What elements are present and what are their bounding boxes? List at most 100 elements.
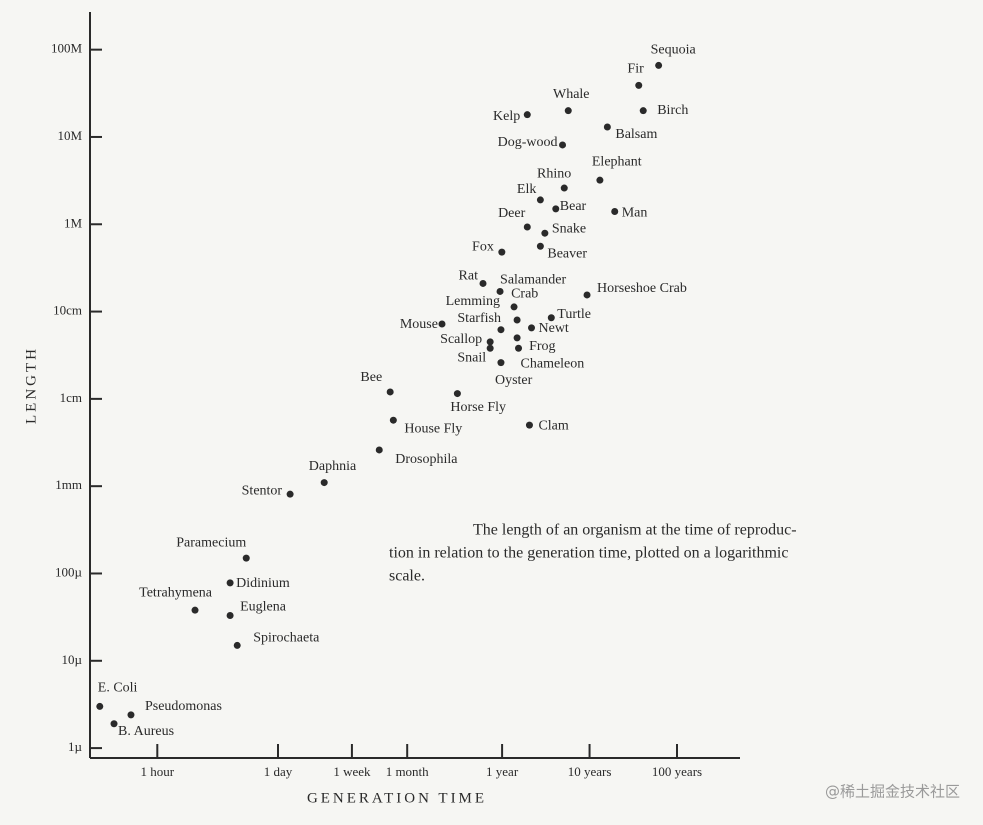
x-tick-label: 1 month [386,764,429,779]
point-label: E. Coli [98,681,138,696]
y-tick-label: 1µ [68,739,83,754]
point [564,107,572,115]
point-label: Clam [538,418,568,433]
point [536,196,544,204]
point [479,279,487,287]
point [583,291,591,299]
point-label: Mouse [400,317,438,332]
point-label: Kelp [493,109,520,124]
point-label: Balsam [615,127,657,142]
point-label: Bee [360,370,382,385]
point-label: Elephant [592,154,642,169]
caption: scale. [389,568,425,585]
caption: tion in relation to the generation time,… [389,545,788,562]
point [438,320,446,328]
point-label: Paramecium [176,535,246,550]
point-label: Daphnia [309,459,357,474]
point-label: Didinium [236,576,290,591]
x-tick-label: 100 years [652,764,702,779]
y-tick-label: 10M [57,128,82,143]
point [375,446,383,454]
point [515,344,523,352]
point [386,388,394,396]
point [655,61,663,69]
x-tick-label: 1 year [486,764,519,779]
point [528,324,536,332]
point [510,303,518,311]
point-label: Euglena [240,600,287,615]
point [596,176,604,184]
y-tick-label: 100M [51,41,83,56]
y-tick-label: 1cm [60,390,82,405]
point [523,223,531,231]
point [560,184,568,192]
point [320,479,328,487]
point [110,720,118,728]
y-tick-label: 100µ [55,564,83,579]
point [639,107,647,115]
x-tick-label: 1 day [264,764,293,779]
point [552,205,560,213]
point-label: Rhino [537,166,571,181]
point-label: Newt [539,321,569,336]
point-label: Drosophila [395,452,458,467]
point [496,287,504,295]
watermark: @稀土掘金技术社区 [825,783,960,801]
point-label: Scallop [440,332,482,347]
point-label: Frog [529,339,555,354]
point [497,359,505,367]
point [96,702,104,710]
point [242,554,250,562]
point-label: Elk [517,182,536,197]
point [498,248,506,256]
point [635,81,643,89]
point-label: Stentor [242,483,283,498]
point-label: House Fly [404,421,462,436]
point [559,141,567,149]
point-label: Chameleon [521,356,585,371]
point-label: Bear [560,199,587,214]
x-axis-title: GENERATION TIME [307,790,487,806]
point [486,338,494,346]
caption: The length of an organism at the time of… [473,522,797,539]
point-label: Fir [627,62,644,77]
point-label: Pseudomonas [145,699,222,714]
point [191,606,199,614]
point-label: Man [622,206,648,221]
point-label: Dog-wood [498,135,558,150]
point [226,579,234,587]
point-label: Birch [657,103,688,118]
point-label: Horseshoe Crab [597,281,687,296]
point-label: Horse Fly [450,400,506,415]
point-label: Salamander [500,273,566,288]
x-tick-label: 1 hour [141,764,175,779]
point-label: B. Aureus [118,724,174,739]
y-tick-label: 10µ [62,652,83,667]
point-label: Beaver [547,246,587,261]
point [286,490,294,498]
point-label: Whale [553,87,590,102]
point [453,390,461,398]
point [536,242,544,250]
point-label: Tetrahymena [139,585,213,600]
y-axis-title: LENGTH [23,346,39,424]
point-label: Turtle [557,307,591,322]
y-tick-label: 1M [64,215,83,230]
point [611,208,619,216]
point [513,316,521,324]
point-label: Oyster [495,373,533,388]
point-label: Snake [552,221,586,236]
point [233,641,241,649]
x-tick-label: 10 years [568,764,612,779]
y-tick-label: 1mm [55,477,82,492]
point-label: Deer [498,206,526,221]
point-label: Snail [457,350,486,365]
point-label: Fox [472,239,494,254]
point [523,111,531,119]
point-label: Starfish [457,311,501,326]
point [603,123,611,131]
point-label: Rat [459,269,479,284]
y-tick-label: 10cm [53,303,82,318]
point [513,334,521,342]
